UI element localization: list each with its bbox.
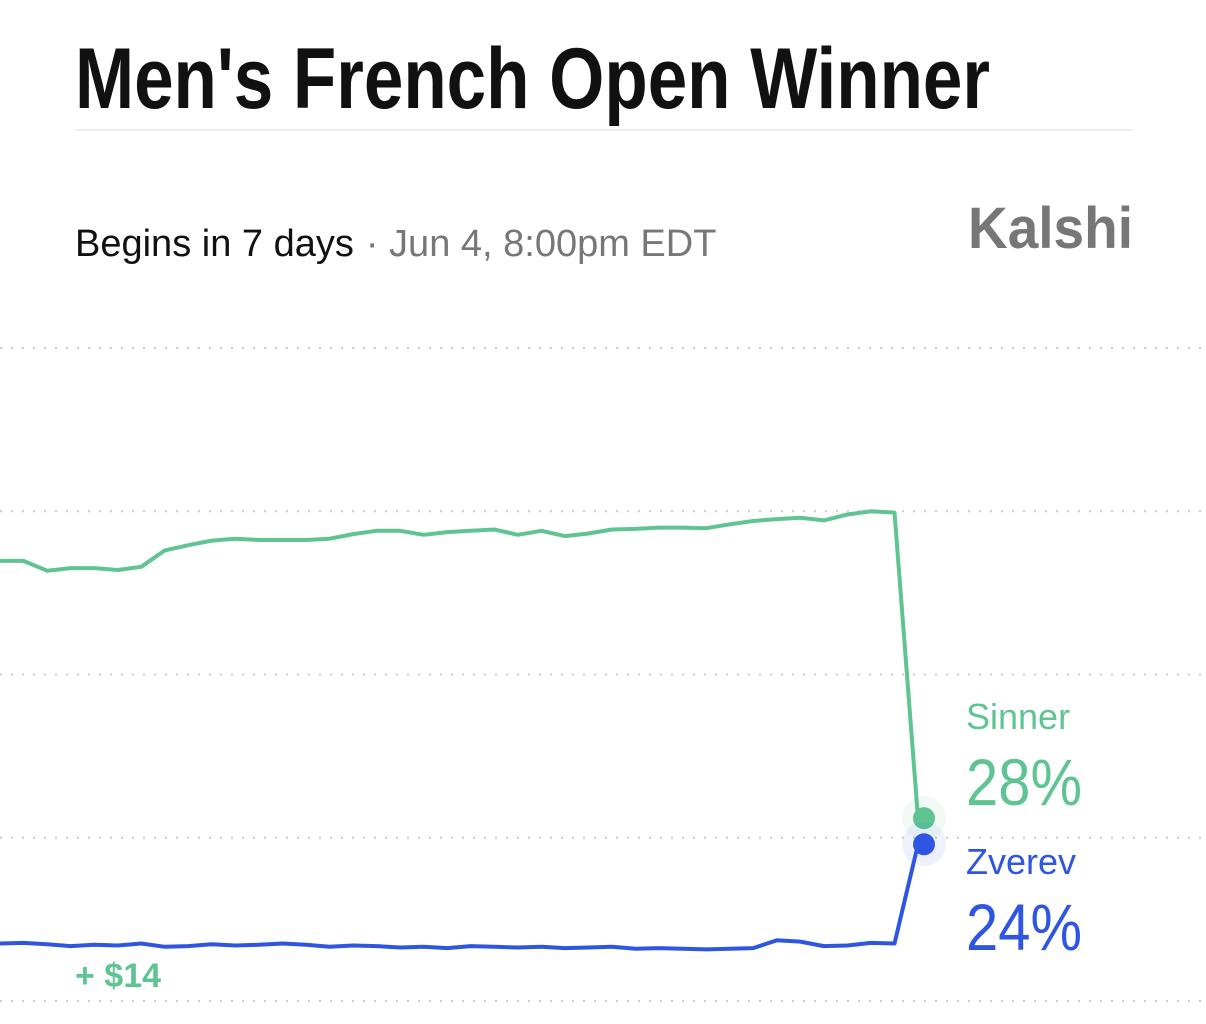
subtitle: Begins in 7 days · Jun 4, 8:00pm EDT: [75, 223, 716, 265]
subtitle-text: Begins in 7 days: [75, 223, 354, 265]
end-dot: [913, 833, 935, 856]
brand: Kalshi: [968, 196, 1133, 261]
series-line: [0, 843, 920, 952]
annotation: + $14: [75, 957, 161, 995]
legend-label: Zverev: [966, 841, 1076, 882]
value-label: 28%: [966, 745, 1082, 819]
series-line: [0, 509, 920, 819]
value-label: 24%: [966, 890, 1082, 964]
end-dot: [913, 807, 935, 830]
chart-title: Men's French Open Winner: [75, 31, 990, 127]
legend-label: Sinner: [966, 696, 1070, 737]
date-text: · Jun 4, 8:00pm EDT: [366, 223, 717, 265]
